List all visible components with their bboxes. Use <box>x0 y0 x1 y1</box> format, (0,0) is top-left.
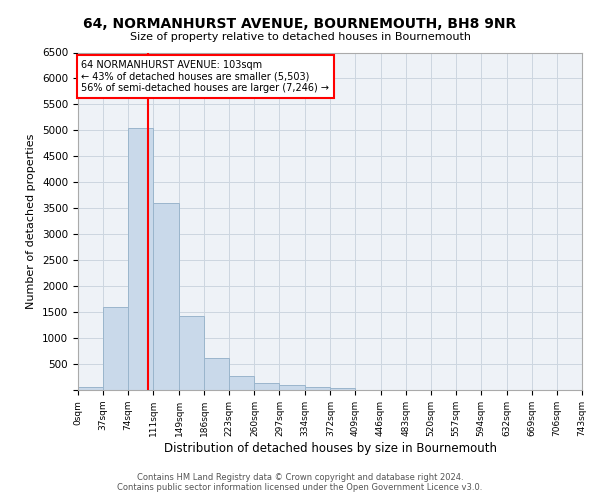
Bar <box>254 383 280 390</box>
Bar <box>103 307 128 390</box>
Y-axis label: Number of detached properties: Number of detached properties <box>26 134 37 309</box>
X-axis label: Distribution of detached houses by size in Bournemouth: Distribution of detached houses by size … <box>163 442 497 454</box>
Text: Contains HM Land Registry data © Crown copyright and database right 2024.
Contai: Contains HM Land Registry data © Crown c… <box>118 473 482 492</box>
Bar <box>229 376 254 390</box>
Bar <box>153 203 179 390</box>
Text: 64 NORMANHURST AVENUE: 103sqm
← 43% of detached houses are smaller (5,503)
56% o: 64 NORMANHURST AVENUE: 103sqm ← 43% of d… <box>82 60 329 94</box>
Bar <box>331 388 355 390</box>
Text: 64, NORMANHURST AVENUE, BOURNEMOUTH, BH8 9NR: 64, NORMANHURST AVENUE, BOURNEMOUTH, BH8… <box>83 18 517 32</box>
Text: Size of property relative to detached houses in Bournemouth: Size of property relative to detached ho… <box>130 32 470 42</box>
Bar <box>128 128 153 390</box>
Bar <box>179 316 204 390</box>
Bar <box>280 385 305 390</box>
Bar <box>204 358 229 390</box>
Bar <box>305 386 331 390</box>
Bar <box>78 387 103 390</box>
